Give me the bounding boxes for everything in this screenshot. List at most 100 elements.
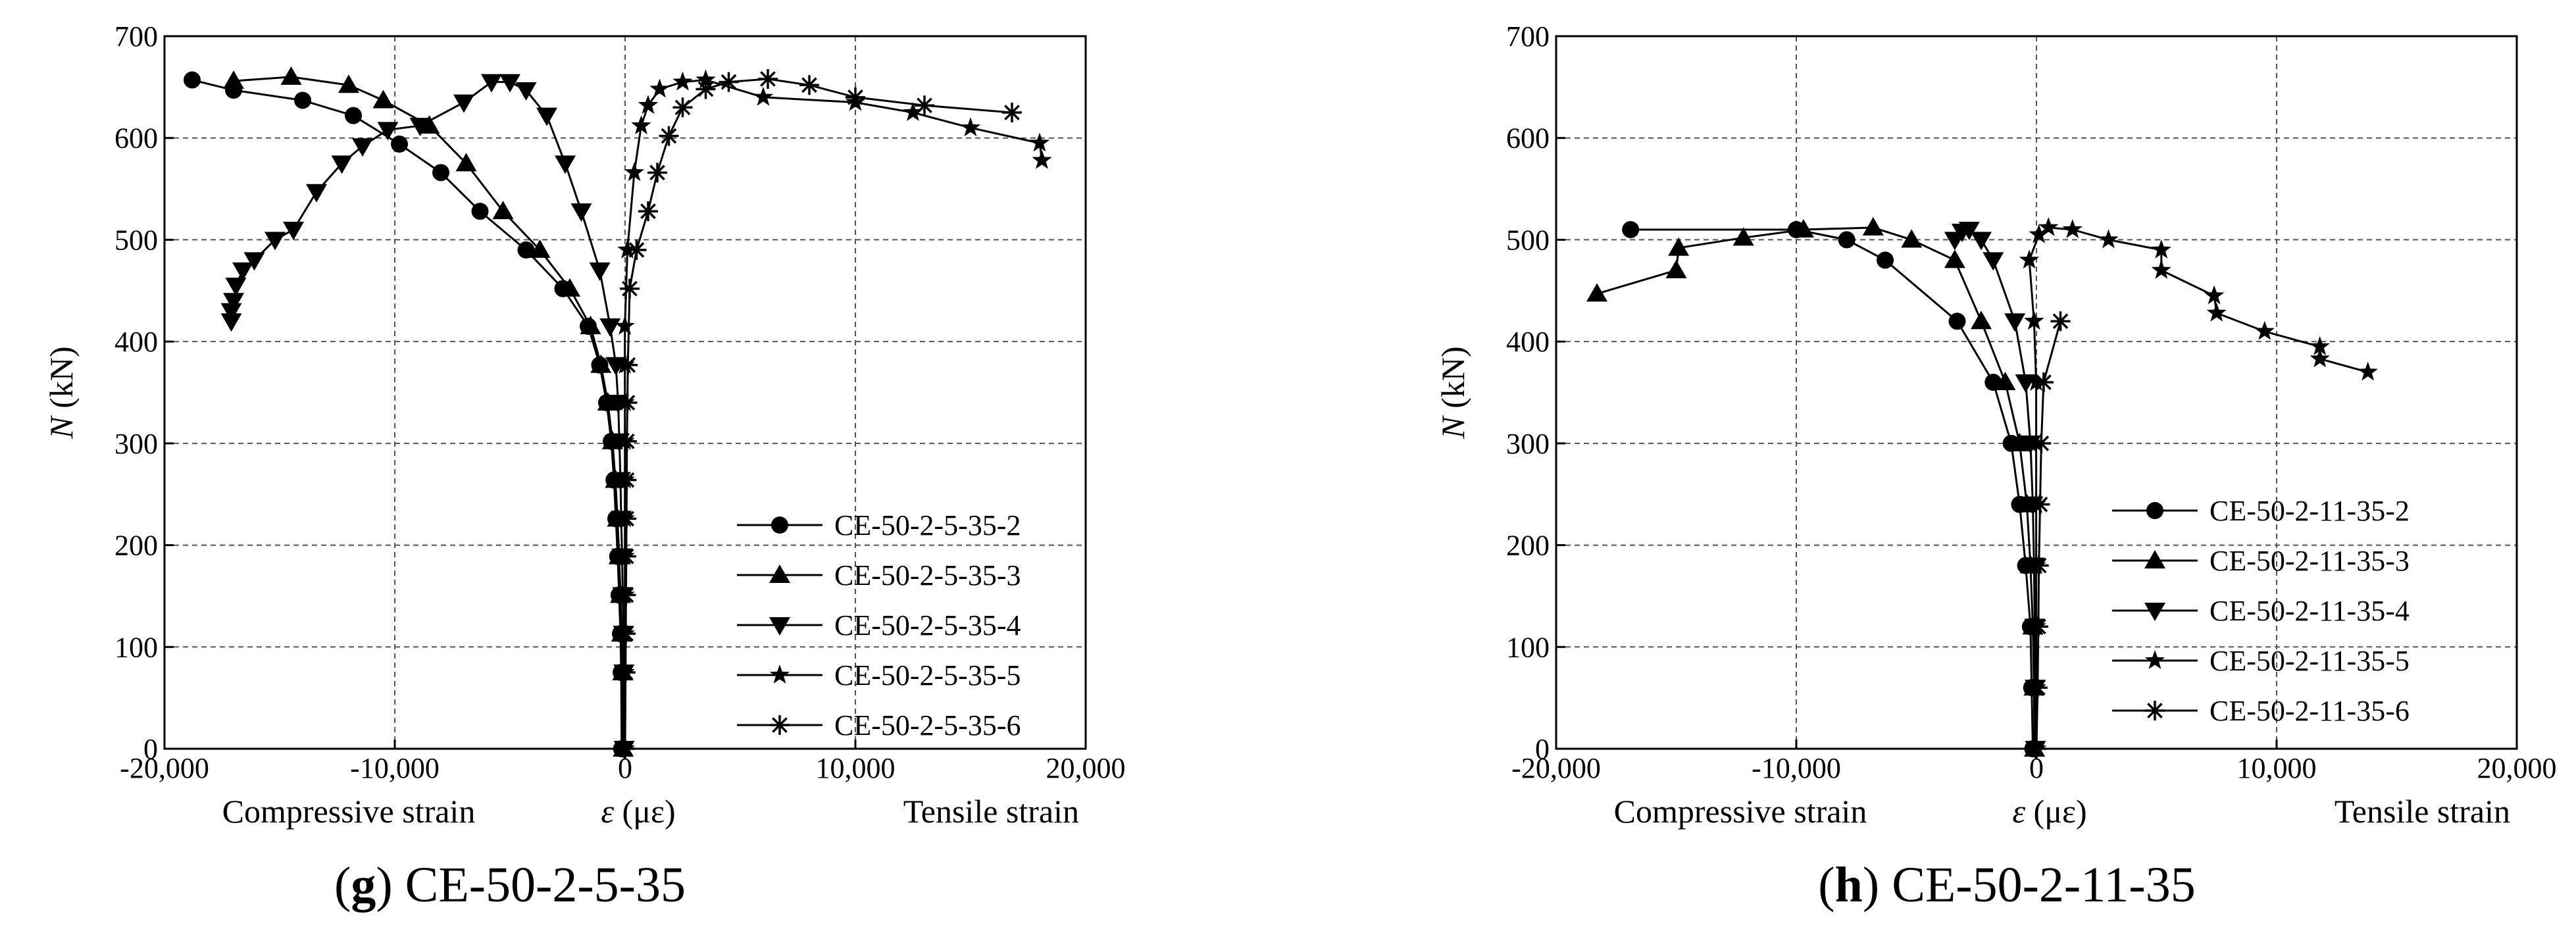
data-point [616,624,636,644]
data-point [1994,372,2016,391]
caption-name: CE-50-2-5-35 [405,857,686,913]
series-line [230,81,626,749]
series-line [624,78,1043,749]
data-point [555,155,576,174]
data-point [225,278,247,297]
data-point [2004,313,2026,332]
x-axis-symbol: ε [2012,793,2025,830]
x-label-compressive: Compressive strain [1614,793,1867,830]
data-point [846,87,865,107]
data-point [559,278,580,297]
data-point [620,278,640,299]
data-point [2033,372,2054,393]
legend-marker [769,617,790,636]
data-point [1586,283,1608,302]
data-point [2028,616,2048,637]
data-point [453,94,474,113]
legend-marker [769,565,790,583]
data-point [455,153,477,172]
data-point [2027,739,2046,759]
legend-marker [2145,701,2165,720]
data-point [352,138,373,157]
data-point [232,262,253,281]
data-point [616,546,636,566]
legend-entry: CE-50-2-11-35-6 [2112,695,2410,727]
data-point [2029,555,2049,576]
y-axis-label: N (kN) [1434,346,1471,439]
data-point [2310,336,2330,355]
series-CE-50-2-5-35-5 [615,69,1052,757]
data-point [536,107,557,126]
y-axis-unit: (kN) [43,346,80,416]
legend-label: CE-50-2-11-35-5 [2210,645,2410,677]
x-axis-unit: (με) [2025,793,2087,830]
data-point [223,70,244,89]
caption-open: ( [334,857,351,913]
data-point [1002,103,1022,123]
y-tick-label: 0 [143,733,158,765]
data-point [626,239,647,260]
x-tick-label: 10,000 [2237,752,2317,784]
data-point [283,221,304,240]
data-point [649,78,670,98]
data-point [1732,227,1754,246]
data-point [220,303,242,322]
legend-marker [2144,550,2165,568]
data-point [2030,494,2050,515]
series-CE-50-2-11-35-2 [1622,220,2042,757]
data-point [2019,249,2040,269]
data-point [617,431,637,451]
caption-name: CE-50-2-11-35 [1892,857,2196,913]
data-point [570,203,592,222]
x-tick-label: -10,000 [1752,752,1841,784]
legend-label: CE-50-2-5-35-2 [834,509,1021,541]
data-point [589,262,611,281]
data-point [615,739,635,759]
x-label-tensile: Tensile strain [903,793,1079,830]
series-line [233,76,624,749]
data-point [617,470,637,490]
legend-marker [771,516,788,534]
legend-marker [2144,603,2165,621]
y-tick-label: 100 [114,631,158,663]
data-point [2024,311,2044,330]
x-label-tensile: Tensile strain [2335,793,2510,830]
caption-close: ) [376,857,405,913]
data-point [617,392,638,413]
data-point [432,164,449,182]
data-point [1971,232,1992,251]
data-point [597,391,619,411]
data-point [1983,252,2004,271]
data-point [915,95,934,116]
legend-entry: CE-50-2-5-35-4 [737,609,1021,642]
data-point [2204,285,2225,305]
legend-entry: CE-50-2-5-35-2 [737,509,1021,541]
data-point [529,239,551,258]
legend-marker [770,715,790,735]
data-point [2027,678,2048,698]
data-point [2031,433,2052,453]
legend-marker [2146,502,2163,519]
y-tick-label: 400 [1506,326,1550,358]
data-point [220,313,242,332]
data-point [1665,259,1687,278]
data-point [2151,259,2171,279]
data-point [409,118,431,137]
data-point [338,74,359,93]
data-point [590,354,612,373]
data-point [2062,219,2083,238]
data-point [672,71,693,91]
legend-marker [2144,650,2165,669]
data-point [331,155,353,174]
legend-entry: CE-50-2-5-35-5 [737,659,1021,692]
legend-entry: CE-50-2-5-35-6 [737,709,1021,742]
y-tick-label: 400 [114,326,158,358]
data-point [2038,216,2059,236]
data-point [391,135,408,153]
data-point [184,71,201,89]
data-point [1862,216,1884,236]
legend-entry: CE-50-2-11-35-2 [2112,495,2410,527]
series-line [1630,228,2034,749]
